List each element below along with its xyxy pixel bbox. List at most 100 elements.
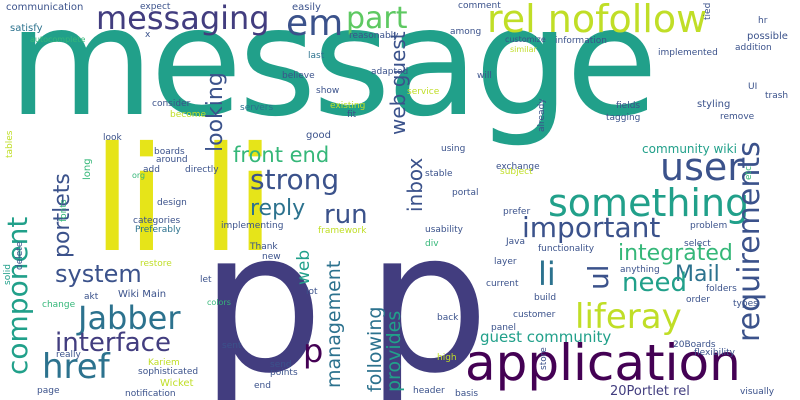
word-header: header [413,386,445,396]
word-wicket: Wicket [160,378,194,389]
word-system: system [55,260,142,288]
word-believe: believe [282,71,315,81]
word-message: message [8,0,658,150]
word-li-small: li [538,255,556,293]
word-customer: customer [513,310,556,320]
word-add: add [143,165,160,175]
word-expect: expect [140,2,171,12]
word-around: around [156,155,188,165]
word-strong: strong [250,163,340,196]
word-looking: looking [203,72,228,152]
word-among: among [450,27,482,37]
word-exchange: exchange [496,162,540,172]
word-tables: tables [5,130,15,158]
word-folders: folders [706,284,737,294]
word-hr: hr [758,16,768,26]
word-directly: directly [185,165,219,175]
word-important: important [522,211,661,244]
word-ui: UI [748,82,758,92]
word-application: application [465,334,741,392]
word-page: page [37,386,60,396]
word-service: service [407,87,440,97]
word-wiki-main: Wiki Main [118,289,167,300]
word-become: become [170,110,207,120]
word-long: long [82,158,93,180]
word-panel: panel [491,323,516,333]
word-stable: stable [425,169,453,179]
word-easily: easily [292,2,321,13]
word-already: already [537,98,547,132]
word-colors: colors [207,298,231,307]
word-em: em [286,3,344,44]
word-boards: boards [154,147,185,157]
word-sent: sent [222,341,242,351]
word-good: good [306,130,331,141]
word-fields: fields [616,101,641,111]
word-thank: Thank [250,242,278,252]
word-will: will [477,71,492,81]
word-something: something [548,181,750,225]
word-jabber: Jabber [78,299,181,337]
word-satisfy: satisfy [10,23,43,34]
word-fonts: fonts [59,199,69,222]
word-layer: layer [494,257,517,267]
word-notification: notification [125,389,176,399]
word-fit: fit [347,110,357,120]
word-servers: servers [240,103,274,113]
word-adapted: adapted [371,67,409,77]
word-addition: addition [735,43,772,53]
word-new: new [262,252,281,262]
word-really: really [56,350,81,360]
word-java: Java [506,237,526,247]
word-points: points [270,368,298,378]
word-x: x [145,30,151,40]
word-remove: remove [720,112,755,122]
word-information: information [555,36,607,46]
word-integrated: integrated [618,241,733,266]
word-last: last [308,51,325,61]
word-high: high [437,353,457,363]
word-basis: basis [455,389,479,399]
word-li-large: li li [92,116,275,285]
word-akt: akt [84,292,99,302]
word-web-guest: web guest [386,31,410,135]
word-end: end [254,381,271,391]
word-guest-community: guest community [480,328,612,346]
word-problem: problem [690,221,728,231]
word-need: need [622,268,687,298]
word-let: let [200,275,212,285]
word-preferably: Preferably [135,225,181,235]
word-trash: trash [765,91,789,101]
word-autocomplete: autocomplete [30,35,86,44]
word-show: show [316,86,340,96]
word-inbox: inbox [403,157,427,212]
word-possible: possible [747,31,788,42]
word-similar: similar [510,45,537,54]
word-using: using [441,144,466,154]
word-existing: existing [330,101,366,111]
word-tied: tied [703,2,713,20]
word-community-wiki: community wiki [642,142,737,156]
word-sophisticated: sophisticated [138,367,199,377]
word-functionality: functionality [538,244,595,254]
word-front-end: front end [233,143,330,167]
word-flexibility: flexibility [694,348,735,358]
word-anything: anything [620,265,660,275]
word-20portlet-rel: 20Portlet rel [610,384,690,399]
word-comment: comment [458,1,501,11]
word-p-large: p p [200,189,490,400]
word-usability: usability [425,225,463,235]
word-types: types [733,299,758,309]
word-design: design [157,198,187,208]
word-interface: interface [55,328,171,358]
word-reasonably: reasonably [349,31,399,41]
word-rel-nofollow: rel nofollow [487,0,708,41]
word-tagging: tagging [606,113,641,123]
word-subject: subject [500,167,533,177]
word-prefer: prefer [503,207,531,217]
word-build: build [534,293,557,303]
word-implementing: implementing [221,221,284,231]
word-ul: ul [582,264,615,290]
word-solid: solid [3,264,13,285]
